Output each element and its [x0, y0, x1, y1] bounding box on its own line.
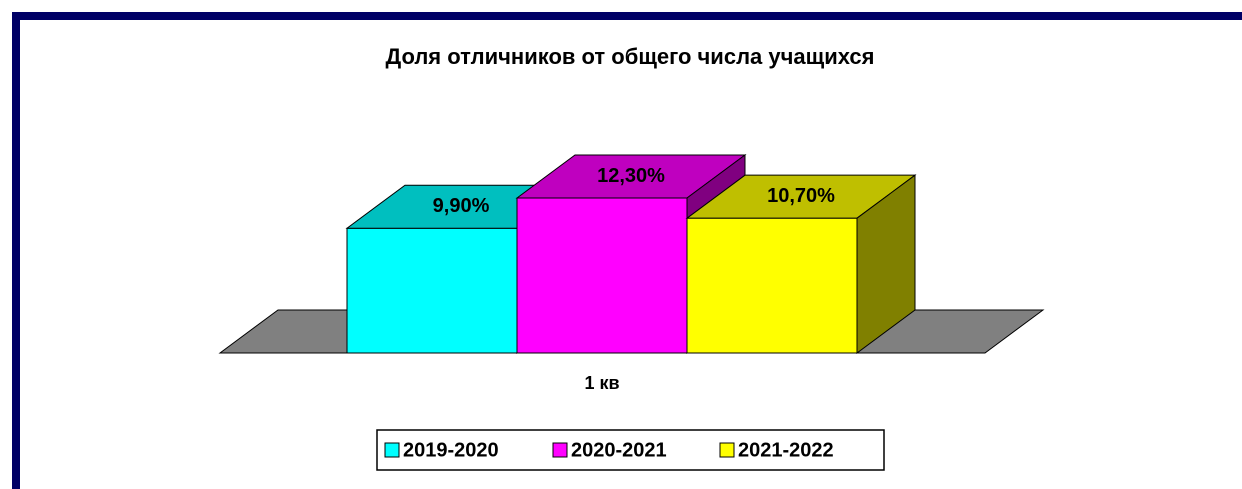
bar-side [856, 174, 916, 354]
data-label: 9,90% [433, 195, 490, 217]
x-tick-label: 1 кв [584, 373, 619, 393]
chart-title: Доля отличников от общего числа учащихся [386, 44, 875, 69]
bar [686, 217, 858, 354]
legend-label: 2021-2022 [738, 439, 834, 461]
data-label: 10,70% [767, 185, 835, 207]
legend-swatch [552, 442, 568, 458]
data-label: 12,30% [597, 165, 665, 187]
bar [516, 197, 688, 354]
legend-label: 2019-2020 [403, 439, 499, 461]
legend-label: 2020-2021 [571, 439, 667, 461]
legend-swatch [719, 442, 735, 458]
legend-box [376, 429, 885, 471]
legend-swatch [384, 442, 400, 458]
bar [346, 227, 518, 354]
